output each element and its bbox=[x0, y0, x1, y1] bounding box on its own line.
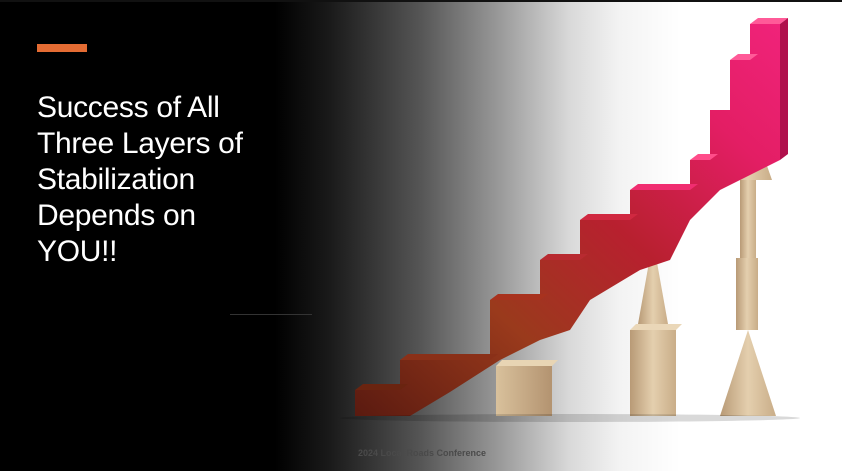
left-wood-block bbox=[496, 360, 558, 416]
stacked-blocks-illustration bbox=[340, 18, 800, 422]
slide-footer: 2024 Local Roads Conference bbox=[358, 448, 487, 458]
accent-bar bbox=[37, 44, 87, 52]
staircase bbox=[355, 18, 788, 416]
ground-shadow bbox=[340, 414, 800, 422]
divider-line bbox=[230, 314, 312, 315]
slide-top-edge bbox=[0, 0, 842, 2]
middle-wood-column bbox=[630, 240, 682, 416]
slide-title: Success of All Three Layers of Stabiliza… bbox=[37, 91, 243, 268]
